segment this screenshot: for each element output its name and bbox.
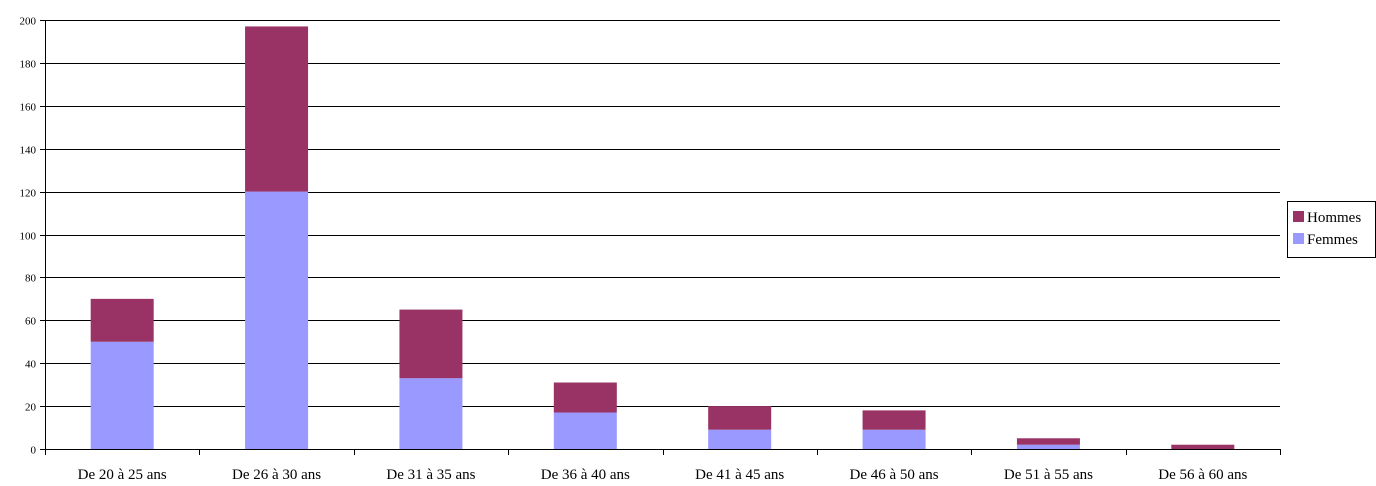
x-tick-label: De 46 à 50 ans [849,467,938,483]
bar-femmes [245,191,309,449]
y-tick-label: 20 [25,402,37,414]
bar-hommes [553,382,617,413]
y-tick-label: 120 [20,188,37,200]
y-tick-label: 180 [20,59,37,71]
x-tick-label: De 26 à 30 ans [232,467,321,483]
bar-femmes [1016,444,1080,449]
legend: Hommes Femmes [1287,201,1376,258]
bar-hommes [1171,444,1235,449]
bar-femmes [553,412,617,449]
bar-hommes [399,309,463,379]
bar-femmes [708,429,772,449]
bar-femmes [862,429,926,449]
legend-swatch-femmes [1293,233,1304,244]
legend-label-hommes: Hommes [1307,210,1361,226]
bar-hommes [90,298,154,342]
y-tick-label: 60 [25,316,37,328]
y-tick-label: 160 [20,102,37,114]
x-tick-label: De 31 à 35 ans [386,467,475,483]
y-tick-label: 140 [20,145,37,157]
bars [90,26,1235,449]
x-tick-label: De 51 à 55 ans [1004,467,1093,483]
x-tick-label: De 36 à 40 ans [541,467,630,483]
y-tick-label: 200 [20,16,37,28]
bar-hommes [862,410,926,430]
x-tick-label: De 56 à 60 ans [1158,467,1247,483]
gridlines [45,20,1280,407]
x-axis: De 20 à 25 ans De 26 à 30 ans De 31 à 35 a… [45,449,1281,483]
y-axis: 0 20 40 60 80 100 120 140 160 180 200 [20,16,46,457]
y-tick-label: 40 [25,359,37,371]
legend-label-femmes: Femmes [1307,232,1358,248]
bar-hommes [245,26,309,192]
bar-hommes [708,406,772,430]
bar-femmes [399,378,463,449]
x-tick-label: De 20 à 25 ans [78,467,167,483]
x-tick-label: De 41 à 45 ans [695,467,784,483]
legend-box [1287,201,1376,258]
bar-hommes [1016,438,1080,445]
y-tick-label: 100 [20,231,37,243]
y-tick-label: 0 [31,445,37,457]
legend-swatch-hommes [1293,211,1304,222]
bar-femmes [90,341,154,449]
y-tick-label: 80 [25,273,37,285]
